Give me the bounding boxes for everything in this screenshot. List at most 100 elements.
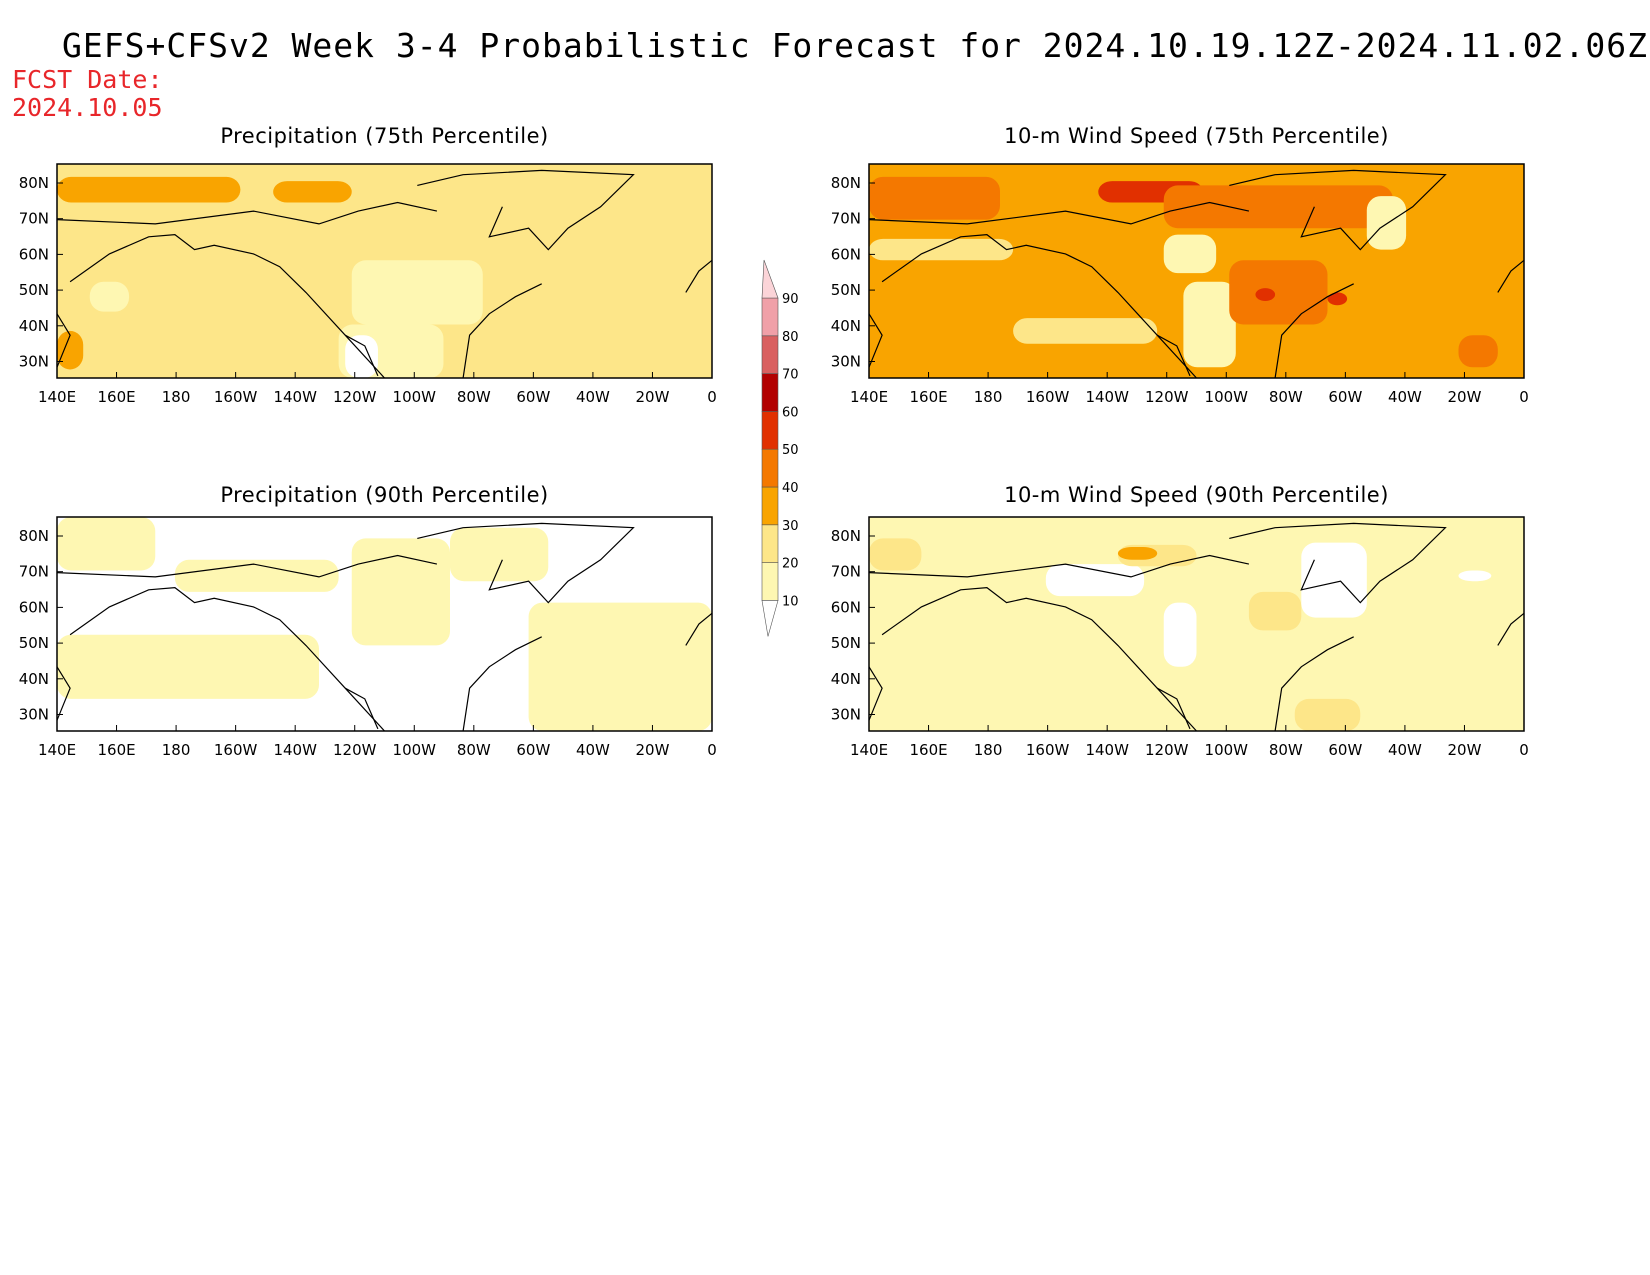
coastline [462,283,542,379]
map-panel-precip-75: 80N 70N 60N 50N 40N 30N 140E 160E 180 160W 140W 120… [19,163,717,406]
lat-label: 80N [831,527,861,545]
forecast-date-value: 2024.10.05 [12,93,163,122]
lat-label: 30N [19,706,49,724]
main-title: GEFS+CFSv2 Week 3-4 Probabilistic Foreca… [62,26,1648,65]
lat-label: 40N [19,317,49,335]
probability-shade [1366,196,1407,250]
lon-label: 160W [1026,741,1070,759]
lat-label: 70N [19,210,49,228]
lon-label: 20W [635,388,669,406]
lon-label: 40W [576,741,610,759]
coastline [1156,334,1191,377]
lon-label: 20W [635,741,669,759]
colorbar: 10 20 30 40 50 60 70 80 90 [761,259,799,637]
panel-title-wind-90: 10-m Wind Speed (90th Percentile) [1004,483,1389,507]
lon-label: 40W [576,388,610,406]
panel-frame [868,516,1525,732]
probability-shade [57,176,241,203]
probability-shade [1229,260,1328,325]
lon-label: 180 [162,741,191,759]
colorbar-label: 70 [782,368,799,383]
lon-label: 160W [214,388,258,406]
lat-label: 30N [831,706,861,724]
colorbar-top-arrow [761,259,779,299]
lon-label: 120W [333,741,377,759]
map-panel-precip-90: 80N 70N 60N 50N 40N 30N 140E 160E 180 160W 140W 120… [19,516,717,759]
colorbar-segment [761,411,779,450]
lon-label: 140W [1085,388,1129,406]
coastline [1274,636,1354,732]
probability-shade [869,538,922,571]
lat-label: 70N [831,563,861,581]
colorbar-label: 80 [782,330,799,345]
probability-shade [450,527,549,582]
lat-label: 80N [19,527,49,545]
probability-shade [528,602,712,731]
probability-shade [1163,602,1197,667]
lon-label: 80W [457,388,491,406]
probability-shade [1117,546,1158,560]
lat-label: 40N [19,670,49,688]
probability-shade [869,176,1000,220]
lat-label: 30N [19,353,49,371]
lon-label: 0 [707,388,717,406]
coastline [881,233,1197,379]
lat-label: 70N [19,563,49,581]
lon-label: 40W [1388,741,1422,759]
lat-label: 60N [19,598,49,616]
lon-label: 0 [1519,741,1529,759]
probability-shade [57,330,84,370]
map-panel-wind-90: 80N 70N 60N 50N 40N 30N 140E 160E 180 160W 140W 120… [831,516,1529,759]
probability-shade [1301,542,1367,618]
coastline [56,313,71,368]
probability-shade [1163,185,1393,229]
lon-label: 100W [1205,388,1249,406]
coastline [685,612,713,646]
coastline [868,313,883,368]
map-panel-wind-75: 80N 70N 60N 50N 40N 30N 140E 160E 180 160W 140W 120… [831,163,1529,406]
lon-label: 80W [1269,388,1303,406]
coastline [417,169,635,251]
lat-label: 60N [831,245,861,263]
coastline [868,666,883,721]
coastline [1229,169,1447,251]
forecast-date: FCST Date: 2024.10.05 [12,66,163,122]
probability-shade [1294,698,1361,731]
lon-label: 160W [214,741,258,759]
lat-label: 80N [831,174,861,192]
panel-frame [56,163,713,379]
lat-label: 30N [831,353,861,371]
coastline [56,201,438,225]
lon-label: 0 [707,741,717,759]
panel-title-precip-75: Precipitation (75th Percentile) [220,124,549,148]
lat-label: 60N [19,245,49,263]
colorbar-segment [761,297,779,337]
lon-label: 100W [393,388,437,406]
coastline [868,201,1250,225]
lat-label: 50N [19,634,49,652]
colorbar-label: 20 [782,557,799,572]
lon-label: 140E [38,741,76,759]
coastline [56,554,438,578]
probability-shade [1183,281,1236,368]
probability-shade [1045,564,1145,597]
coastline [868,554,1250,578]
panel-frame [868,163,1525,379]
probability-shade [57,517,156,571]
lon-label: 100W [1205,741,1249,759]
lon-label: 160E [909,388,947,406]
probability-shade [351,260,483,325]
colorbar-label: 30 [782,519,799,534]
colorbar-bottom-arrow [761,600,779,637]
colorbar-label: 40 [782,481,799,496]
probability-shade [273,181,352,203]
probability-shade [345,335,378,378]
lon-label: 180 [162,388,191,406]
lon-label: 140W [273,388,317,406]
probability-shade [351,538,450,646]
coastline [69,586,385,732]
coastline [56,666,71,721]
lon-label: 60W [516,388,550,406]
lon-label: 120W [1145,388,1189,406]
